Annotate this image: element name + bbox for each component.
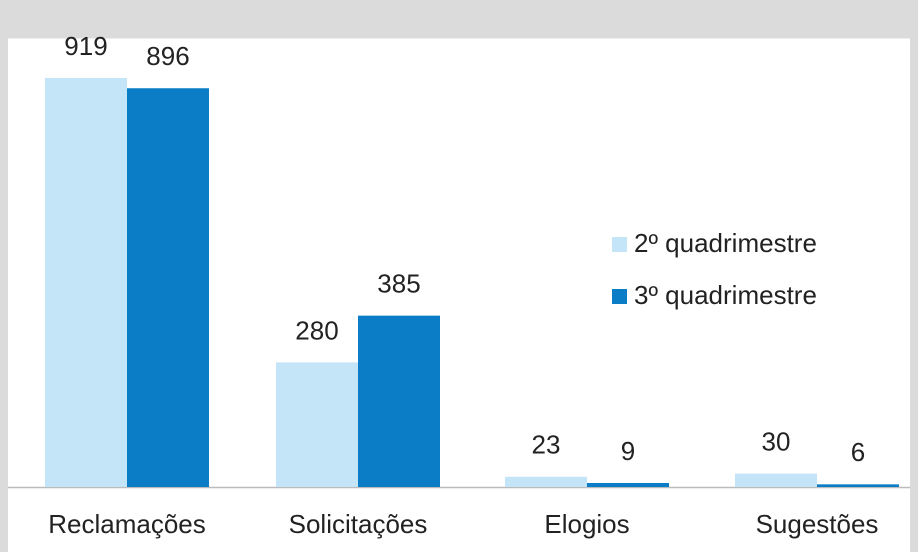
data-label: 9 [621, 436, 635, 466]
bar [735, 473, 817, 487]
legend-label: 3º quadrimestre [634, 280, 817, 310]
x-tick-label: Elogios [544, 509, 629, 539]
bar [127, 88, 209, 487]
bar [817, 484, 899, 487]
bar [587, 482, 669, 487]
data-label: 280 [295, 315, 338, 345]
bar [45, 78, 127, 487]
bar [276, 362, 358, 487]
legend-label: 2º quadrimestre [634, 228, 817, 258]
bar [505, 476, 587, 487]
bar [358, 315, 440, 487]
data-label: 30 [762, 427, 791, 457]
data-label: 385 [377, 269, 420, 299]
data-label: 23 [532, 430, 561, 460]
data-label: 896 [146, 41, 189, 71]
data-label: 6 [851, 437, 865, 467]
legend-swatch [612, 289, 627, 304]
x-tick-label: Solicitações [289, 509, 428, 539]
data-label: 919 [64, 31, 107, 61]
x-tick-label: Sugestões [756, 509, 879, 539]
legend-swatch [612, 237, 627, 252]
x-tick-label: Reclamações [48, 509, 206, 539]
